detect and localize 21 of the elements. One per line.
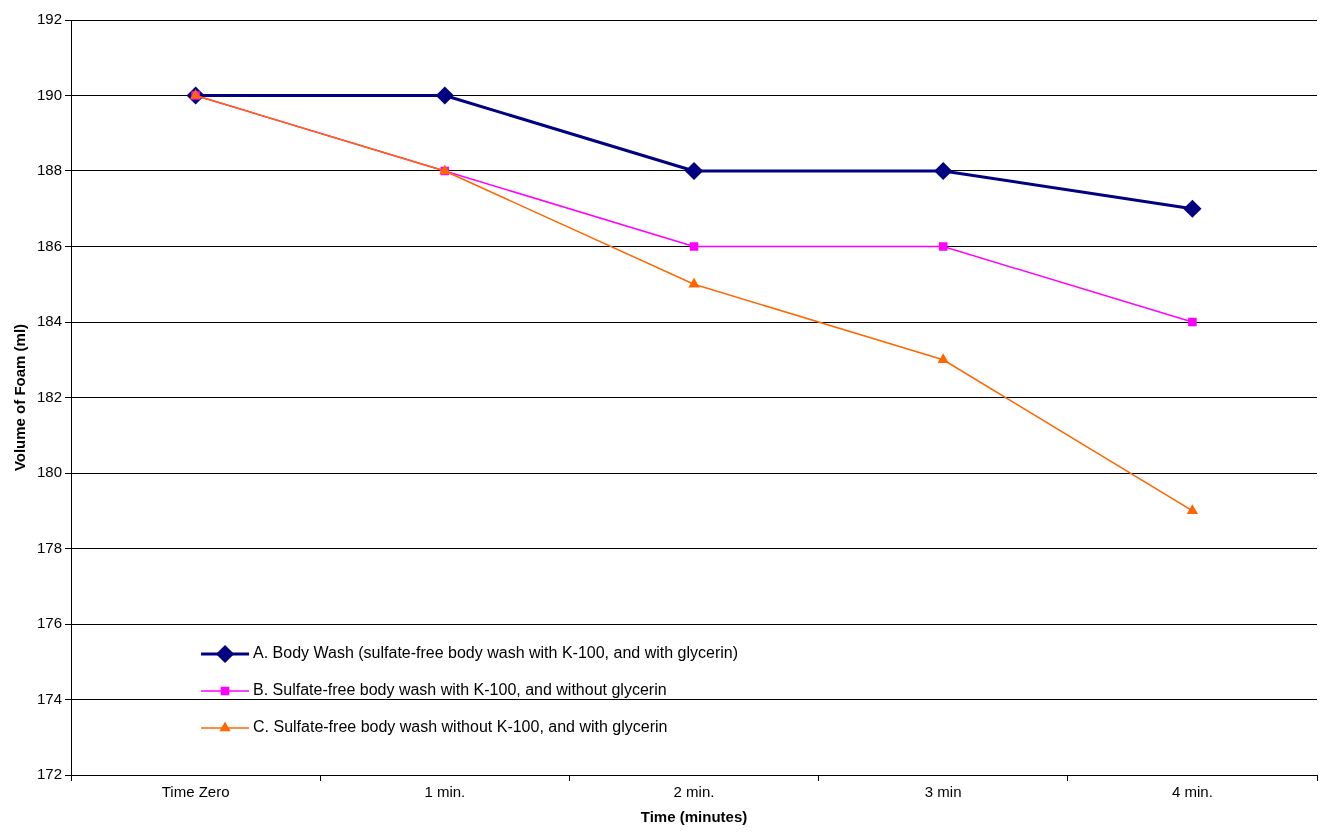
y-tick-label: 184 (37, 312, 63, 330)
y-tick-label: 172 (37, 765, 63, 783)
x-axis-title: Time (minutes) (640, 808, 748, 826)
y-tick-label: 182 (37, 387, 63, 405)
y-tick-label: 180 (37, 463, 63, 481)
legend-label: A. Body Wash (sulfate-free body wash with K-100, and with glycerin) (253, 644, 738, 662)
y-tick-label: 186 (37, 236, 63, 254)
x-tick-label: 3 min (924, 783, 962, 801)
y-tick-label: 188 (37, 161, 63, 179)
x-tick-label: Time Zero (161, 783, 230, 801)
x-tick-label: 1 min. (424, 783, 466, 801)
legend-label: C. Sulfate-free body wash without K-100, and with glycerin (253, 718, 668, 736)
x-tick-label: 2 min. (673, 783, 715, 801)
legend-label: B. Sulfate-free body wash with K-100, and without glycerin (253, 681, 667, 699)
y-tick-label: 190 (37, 85, 63, 103)
y-tick-label: 176 (37, 614, 63, 632)
y-axis-title: Volume of Foam (ml) (11, 323, 29, 472)
x-tick-label: 4 min. (1171, 783, 1213, 801)
y-tick-label: 178 (37, 538, 63, 556)
y-tick-label: 192 (37, 10, 63, 28)
y-tick-label: 174 (37, 689, 63, 707)
